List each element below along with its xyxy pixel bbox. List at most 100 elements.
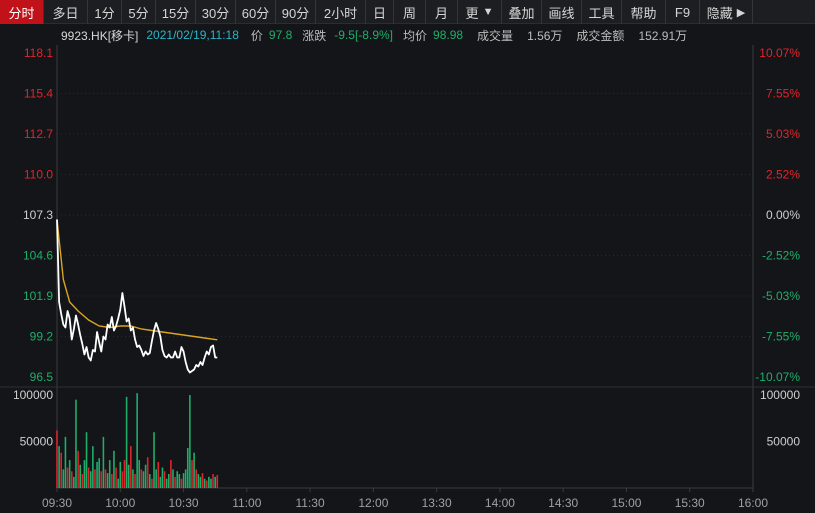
toolbar-item-label: 更 bbox=[465, 5, 479, 21]
volume-bar bbox=[127, 464, 130, 488]
toolbar-item-1[interactable]: 多日 bbox=[44, 0, 88, 24]
toolbar-item-15[interactable]: 工具 bbox=[582, 0, 622, 24]
volume-tick-label-right: 100000 bbox=[760, 388, 800, 402]
volume-value: 1.56万 bbox=[527, 28, 563, 43]
toolbar-item-2[interactable]: 1分 bbox=[88, 0, 122, 24]
percent-tick-label: 0.00% bbox=[766, 208, 800, 222]
volume-bar bbox=[125, 396, 128, 488]
toolbar-item-4[interactable]: 15分 bbox=[156, 0, 196, 24]
volume-tick-label: 100000 bbox=[13, 388, 53, 402]
volume-bar bbox=[94, 469, 96, 488]
toolbar-item-8[interactable]: 2小时 bbox=[316, 0, 366, 24]
toolbar-item-10[interactable]: 周 bbox=[394, 0, 426, 24]
volume-bar bbox=[186, 448, 189, 488]
volume-bar bbox=[115, 467, 117, 488]
volume-bar bbox=[138, 460, 141, 488]
volume-bar bbox=[167, 474, 170, 488]
volume-bar bbox=[96, 461, 98, 488]
toolbar-item-12[interactable]: 更 ▼ bbox=[458, 0, 502, 24]
volume-bar bbox=[121, 471, 124, 488]
price-tick-label: 99.2 bbox=[30, 330, 54, 344]
volume-bar bbox=[83, 460, 86, 488]
toolbar-item-7[interactable]: 90分 bbox=[276, 0, 316, 24]
volume-bar bbox=[149, 474, 151, 488]
time-tick-label: 11:00 bbox=[232, 496, 261, 510]
volume-bar bbox=[79, 464, 81, 488]
volume-bar bbox=[73, 476, 75, 488]
percent-tick-label: 7.55% bbox=[766, 87, 800, 101]
volume-bar bbox=[178, 474, 181, 488]
volume-bar bbox=[64, 436, 67, 488]
volume-bar bbox=[159, 476, 162, 488]
volume-bar bbox=[197, 474, 200, 488]
percent-tick-label: 10.07% bbox=[759, 46, 800, 60]
toolbar-item-13[interactable]: 叠加 bbox=[502, 0, 542, 24]
toolbar-item-3[interactable]: 5分 bbox=[122, 0, 156, 24]
volume-bar bbox=[62, 469, 65, 488]
toolbar-item-0[interactable]: 分时 bbox=[0, 0, 44, 24]
symbol-label: 9923.HK[移卡] bbox=[61, 28, 139, 43]
volume-bar bbox=[70, 471, 73, 488]
toolbar-item-label: 5分 bbox=[128, 5, 149, 21]
volume-bar bbox=[130, 446, 132, 488]
dropdown-arrow-icon: ▼ bbox=[482, 6, 494, 18]
volume-bar bbox=[111, 474, 113, 488]
avg-value: 98.98 bbox=[433, 28, 464, 42]
volume-bar bbox=[165, 478, 168, 488]
toolbar-item-label: 15分 bbox=[161, 5, 190, 21]
toolbar-item-label: 隐藏 bbox=[706, 5, 733, 21]
change-value: -9.5[-8.9%] bbox=[334, 28, 393, 42]
toolbar-item-16[interactable]: 帮助 bbox=[622, 0, 666, 24]
volume-bar bbox=[142, 471, 145, 488]
percent-tick-label: 5.03% bbox=[766, 127, 800, 141]
volume-bar bbox=[132, 469, 134, 488]
volume-bar bbox=[66, 467, 69, 488]
volume-bar bbox=[176, 471, 179, 488]
time-tick-label: 15:00 bbox=[611, 496, 641, 510]
volume-bar bbox=[216, 474, 219, 488]
toolbar-item-label: 1分 bbox=[94, 5, 115, 21]
price-tick-label: 101.9 bbox=[23, 289, 53, 303]
volume-bar bbox=[189, 395, 191, 488]
avg-caption: 均价 bbox=[403, 28, 428, 43]
toolbar-item-11[interactable]: 月 bbox=[426, 0, 458, 24]
volume-bar bbox=[151, 478, 153, 488]
volume-bar bbox=[85, 432, 88, 488]
time-tick-label: 15:30 bbox=[675, 496, 705, 510]
price-tick-label: 115.4 bbox=[24, 87, 53, 101]
volume-bar bbox=[155, 469, 157, 488]
toolbar-item-18[interactable]: 隐藏 ▶ bbox=[700, 0, 753, 24]
toolbar-item-9[interactable]: 日 bbox=[366, 0, 394, 24]
toolbar-item-14[interactable]: 画线 bbox=[542, 0, 582, 24]
toolbar-item-label: 月 bbox=[434, 5, 448, 21]
toolbar-item-17[interactable]: F9 bbox=[666, 0, 700, 24]
quote-info-bar: 9923.HK[移卡] 2021/02/19,11:18 价 97.8 涨跌 -… bbox=[0, 25, 815, 45]
price-value: 97.8 bbox=[268, 28, 293, 42]
time-tick-label: 14:30 bbox=[548, 496, 578, 510]
volume-bar bbox=[100, 471, 103, 488]
toolbar-item-label: 多日 bbox=[52, 5, 79, 21]
turnover-caption: 成交金额 bbox=[576, 28, 625, 43]
volume-bar bbox=[92, 446, 94, 488]
price-caption: 价 bbox=[250, 28, 263, 43]
toolbar-item-label: 工具 bbox=[588, 5, 615, 21]
toolbar-item-5[interactable]: 30分 bbox=[196, 0, 236, 24]
price-tick-label: 104.6 bbox=[23, 249, 53, 263]
intraday-chart[interactable]: 118.1 10.07% 115.4 7.55% 112.7 5.03% 110.0 2.52… bbox=[0, 45, 815, 513]
price-tick-label: 118.1 bbox=[24, 46, 53, 60]
period-toolbar: 分时 多日 1分 5分 15分 30分 60分 90分 2小时日周月更 ▼ 叠加 画线 工具 帮助 F9 隐藏… bbox=[0, 0, 815, 24]
volume-bar bbox=[182, 473, 185, 488]
toolbar-item-label: F9 bbox=[674, 4, 691, 20]
time-tick-label: 16:00 bbox=[738, 496, 768, 510]
volume-bar bbox=[153, 432, 155, 488]
volume-bar bbox=[174, 476, 176, 488]
percent-tick-label: -2.52% bbox=[762, 249, 800, 263]
time-tick-label: 10:00 bbox=[105, 496, 135, 510]
time-tick-label: 11:30 bbox=[296, 496, 325, 510]
volume-bar bbox=[119, 461, 122, 488]
volume-bar bbox=[163, 471, 166, 488]
price-tick-label: 96.5 bbox=[30, 370, 54, 384]
volume-bar bbox=[58, 446, 60, 488]
volume-bar bbox=[195, 469, 197, 488]
toolbar-item-6[interactable]: 60分 bbox=[236, 0, 276, 24]
